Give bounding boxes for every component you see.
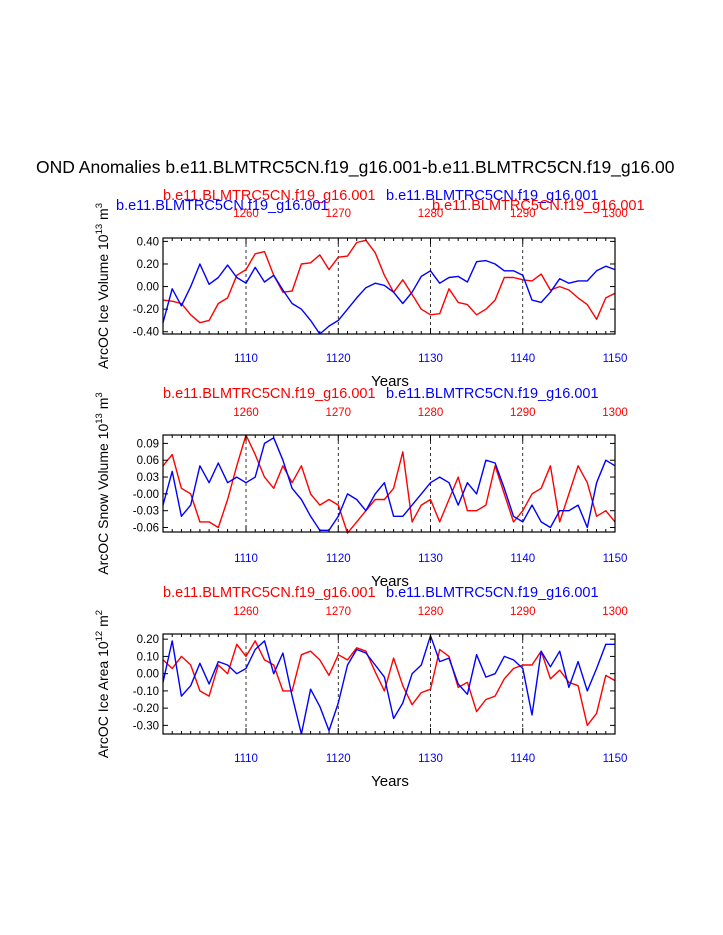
y-tick-label: -0.20 [133, 703, 159, 715]
top-tick-label: 1270 [325, 606, 351, 618]
series-label-red: b.e11.BLMTRC5CN.f19_g16.001 [163, 188, 376, 204]
x-tick-label: 1140 [510, 353, 535, 365]
plot-frame [162, 434, 616, 533]
series-label-red: b.e11.BLMTRC5CN.f19_g16.001 [163, 386, 376, 402]
y-tick-label: 0.40 [137, 236, 159, 248]
top-tick-label: 1260 [233, 407, 259, 419]
plot-frame [162, 633, 616, 735]
y-tick-label: -0.06 [133, 523, 159, 535]
series-label-blue: b.e11.BLMTRC5CN.f19_g16.001 [386, 188, 599, 204]
y-tick-label: 0.09 [137, 438, 159, 450]
top-tick-label: 1260 [233, 606, 259, 618]
x-tick-label: 1140 [510, 553, 535, 565]
top-tick-label: 1270 [325, 407, 351, 419]
x-tick-label: 1150 [603, 353, 628, 365]
series-line-blue [162, 259, 616, 335]
series-line-red [162, 239, 616, 324]
y-tick-label: -0.20 [133, 304, 159, 316]
top-tick-label: 1300 [602, 407, 628, 419]
series-line-blue [162, 635, 615, 735]
y-axis-label: ArcOC Ice Area 1012 m2 [94, 610, 111, 758]
top-tick-label: 1300 [602, 606, 628, 618]
y-tick-label: -0.10 [133, 686, 159, 698]
x-axis-label: Years [371, 373, 409, 390]
series-label-red: b.e11.BLMTRC5CN.f19_g16.001 [163, 585, 376, 601]
top-tick-label: 1290 [510, 606, 536, 618]
series-line-red [162, 434, 616, 534]
y-tick-label: 0.20 [137, 259, 159, 271]
series-label-red-right: b.e11.BLMTRC5CN.f19_g16.001 [432, 198, 645, 214]
y-axis-label: ArcOC Snow Volume 1013 m3 [94, 392, 111, 574]
panel-ice_volume: -0.40 -0.20 0.00 0.20 0.40 1110 1120 1130 1140 11… [94, 188, 645, 390]
panel-snow_volume: -0.06 -0.03 -0.00 0.03 0.06 0.09 1110 1120 1130 1… [94, 386, 628, 590]
y-axis-label: ArcOC Ice Volume 1013 m3 [94, 203, 111, 369]
series-label-blue: b.e11.BLMTRC5CN.f19_g16.001 [386, 585, 599, 601]
top-tick-label: 1290 [510, 407, 536, 419]
x-tick-label: 1150 [603, 753, 628, 765]
x-tick-label: 1110 [234, 753, 258, 765]
y-tick-label: -0.00 [133, 489, 159, 501]
x-axis-label: Years [371, 573, 409, 590]
series-label-blue: b.e11.BLMTRC5CN.f19_g16.001 [386, 386, 599, 402]
x-tick-label: 1130 [418, 753, 443, 765]
plot-frame [162, 237, 616, 335]
series-line-blue [162, 437, 616, 531]
top-tick-label: 1270 [325, 208, 351, 220]
x-tick-label: 1150 [603, 553, 628, 565]
y-tick-label: -0.30 [133, 720, 159, 732]
series-line-red [162, 640, 616, 727]
y-tick-label: 0.03 [137, 472, 159, 484]
x-tick-label: 1120 [326, 353, 351, 365]
panel-ice_area: -0.30 -0.20 -0.10 0.00 0.10 0.20 1110 1120 1130 1… [94, 585, 628, 790]
y-tick-label: 0.06 [137, 455, 159, 467]
y-tick-label: 0.10 [137, 651, 159, 663]
top-tick-label: 1280 [418, 407, 444, 419]
x-tick-label: 1140 [510, 753, 535, 765]
y-tick-label: 0.00 [137, 669, 159, 681]
x-tick-label: 1110 [234, 353, 258, 365]
y-tick-label: -0.03 [133, 506, 159, 518]
top-tick-label: 1290 [510, 208, 536, 220]
top-tick-label: 1280 [418, 208, 444, 220]
y-tick-label: 0.00 [137, 282, 159, 294]
y-tick-label: 0.20 [137, 634, 159, 646]
top-tick-label: 1280 [418, 606, 444, 618]
x-axis-label: Years [371, 773, 409, 790]
x-tick-label: 1130 [418, 353, 443, 365]
top-tick-label: 1300 [602, 208, 628, 220]
y-tick-label: -0.40 [133, 327, 159, 339]
series-label-blue-left: b.e11.BLMTRC5CN.f19_g16.001 [116, 198, 329, 214]
x-tick-label: 1130 [418, 553, 443, 565]
x-tick-label: 1120 [326, 753, 351, 765]
x-tick-label: 1120 [326, 553, 351, 565]
x-tick-label: 1110 [234, 553, 258, 565]
top-tick-label: 1260 [233, 208, 259, 220]
page-title: OND Anomalies b.e11.BLMTRC5CN.f19_g16.00… [36, 157, 675, 178]
